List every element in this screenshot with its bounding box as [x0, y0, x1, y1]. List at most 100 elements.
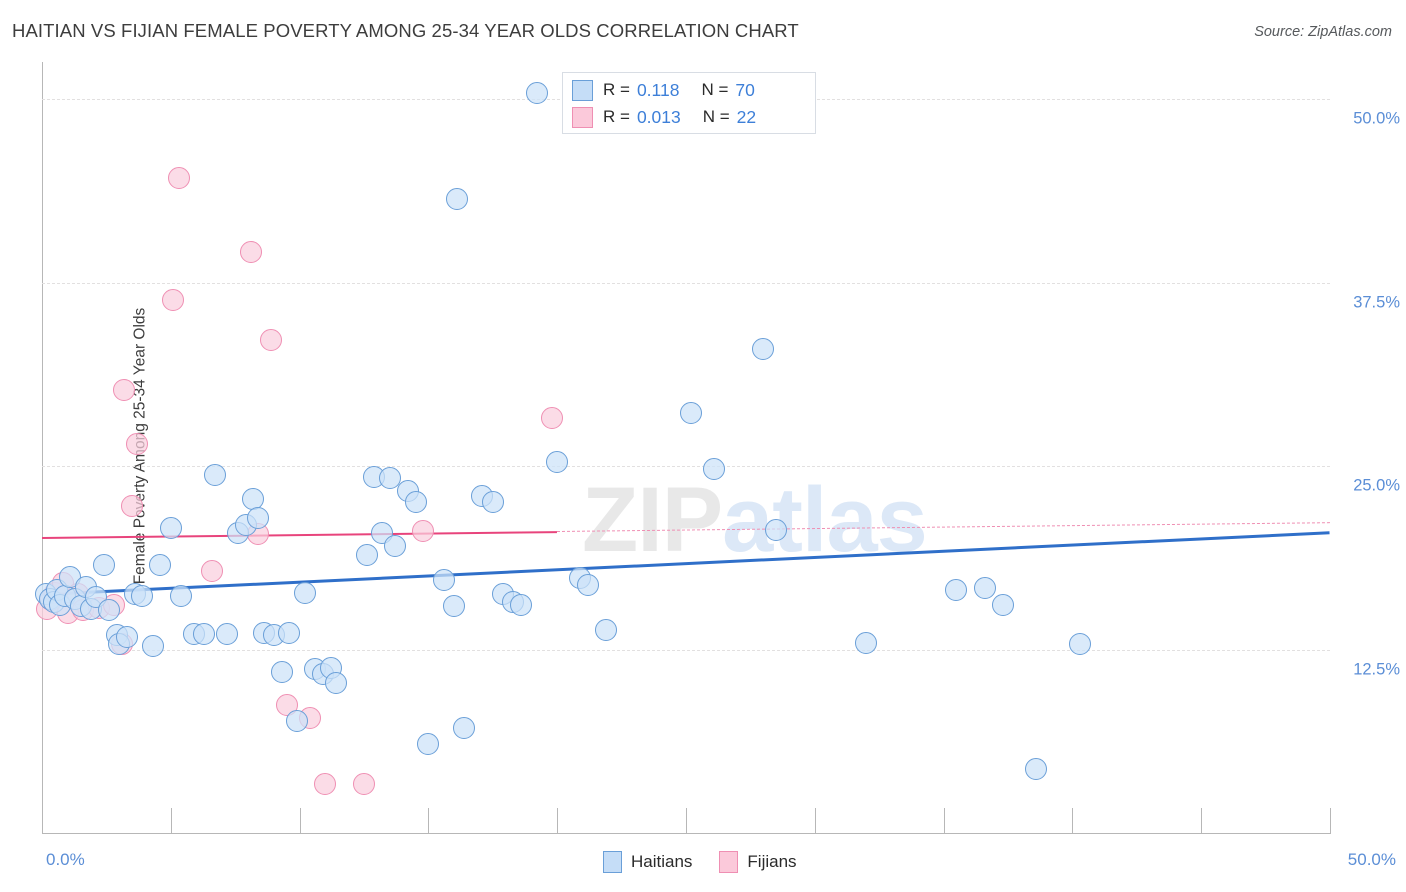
fijians-r-value: 0.013	[636, 106, 681, 127]
haitians-data-point[interactable]	[481, 490, 504, 513]
fijians-data-point[interactable]	[260, 328, 283, 351]
fijians-data-point[interactable]	[541, 406, 564, 429]
haitians-data-point[interactable]	[247, 506, 270, 529]
x-axis-tick	[170, 808, 172, 834]
fijians-data-point[interactable]	[314, 773, 337, 795]
fijians-data-point[interactable]	[126, 433, 149, 456]
fijians-data-point[interactable]	[113, 378, 136, 401]
haitians-data-point[interactable]	[510, 593, 533, 616]
source-label: Source: ZipAtlas.com	[1254, 24, 1392, 40]
haitians-data-point[interactable]	[453, 717, 476, 740]
haitians-data-point[interactable]	[404, 490, 427, 513]
haitians-data-point[interactable]	[116, 625, 138, 648]
fijians-data-point[interactable]	[201, 559, 224, 582]
haitians-color-swatch	[572, 79, 593, 101]
x-axis-tick	[428, 808, 430, 834]
fijians-data-point[interactable]	[239, 240, 262, 263]
fijians-data-point[interactable]	[167, 167, 190, 190]
haitians-data-point[interactable]	[355, 543, 378, 566]
zipatlas-watermark: ZIPatlas	[582, 468, 928, 573]
haitians-data-point[interactable]	[97, 599, 120, 622]
haitians-data-point[interactable]	[141, 634, 164, 657]
haitians-data-point[interactable]	[278, 621, 301, 644]
x-axis-tick	[299, 808, 301, 834]
bottom-legend: Haitians Fijians	[603, 851, 815, 873]
haitians-data-point[interactable]	[595, 618, 618, 641]
legend-label-fijians[interactable]: Fijians	[747, 852, 797, 871]
x-axis-tick	[1072, 808, 1074, 834]
legend-swatch-haitians[interactable]	[603, 851, 622, 873]
fijians-color-swatch	[572, 106, 593, 128]
haitians-n-value: 70	[735, 79, 755, 100]
haitians-data-point[interactable]	[1025, 758, 1048, 781]
fijians-data-point[interactable]	[353, 773, 375, 795]
haitians-data-point[interactable]	[131, 584, 154, 607]
haitians-data-point[interactable]	[324, 671, 347, 694]
y-axis-tick-label: 25.0%	[1353, 476, 1400, 495]
haitians-r-label: R =	[603, 80, 630, 99]
haitians-data-point[interactable]	[525, 81, 548, 104]
haitians-data-point[interactable]	[293, 581, 316, 604]
haitians-data-point[interactable]	[203, 464, 226, 487]
y-axis-tick-label: 12.5%	[1353, 660, 1400, 679]
x-axis-tick	[557, 808, 559, 834]
x-axis-max-label: 50.0%	[1347, 850, 1396, 869]
haitians-data-point[interactable]	[703, 458, 726, 481]
haitians-data-point[interactable]	[855, 631, 878, 654]
fijians-n-label: N =	[702, 107, 730, 126]
haitians-data-point[interactable]	[752, 337, 775, 360]
haitians-data-point[interactable]	[445, 187, 468, 210]
stats-row-haitians: R = 0.118 N = 70	[572, 77, 755, 103]
haitians-data-point[interactable]	[193, 623, 216, 645]
fijians-r-label: R =	[603, 107, 630, 126]
haitians-data-point[interactable]	[577, 574, 600, 597]
haitians-data-point[interactable]	[432, 568, 455, 591]
x-axis-tick	[686, 808, 687, 834]
x-axis-tick	[1330, 808, 1331, 834]
haitians-data-point[interactable]	[149, 553, 172, 576]
haitians-data-point[interactable]	[765, 518, 788, 541]
correlation-stats-box: R = 0.118 N = 70 R = 0.013 N = 22	[562, 72, 816, 134]
fijians-trendline-solid	[41, 531, 558, 539]
watermark-zip: ZIP	[582, 469, 723, 571]
haitians-data-point[interactable]	[216, 623, 239, 645]
plot-area: ZIPatlas	[34, 62, 1331, 834]
haitians-data-point[interactable]	[286, 709, 309, 732]
x-axis-tick	[814, 808, 816, 834]
legend-swatch-fijians[interactable]	[719, 851, 739, 873]
fijians-data-point[interactable]	[412, 520, 435, 543]
fijians-data-point[interactable]	[162, 289, 185, 312]
y-axis-line	[42, 62, 43, 834]
legend-label-haitians[interactable]: Haitians	[631, 852, 693, 871]
y-axis-tick-label: 37.5%	[1353, 293, 1400, 312]
haitians-data-point[interactable]	[680, 402, 703, 425]
haitians-data-point[interactable]	[170, 584, 193, 607]
fijians-trendline-dashed	[557, 522, 1330, 533]
x-axis-min-label: 0.0%	[46, 850, 85, 869]
haitians-n-label: N =	[701, 80, 729, 99]
x-axis-tick	[943, 808, 945, 834]
haitians-r-value: 0.118	[636, 79, 680, 100]
fijians-n-value: 22	[736, 106, 757, 127]
y-axis-tick-label: 50.0%	[1353, 109, 1400, 128]
haitians-data-point[interactable]	[417, 733, 440, 756]
x-axis-tick	[1201, 808, 1203, 834]
haitians-data-point[interactable]	[92, 553, 115, 576]
page-title: HAITIAN VS FIJIAN FEMALE POVERTY AMONG 2…	[12, 20, 799, 41]
haitians-data-point[interactable]	[378, 467, 401, 490]
haitians-data-point[interactable]	[991, 593, 1014, 616]
haitians-data-point[interactable]	[383, 534, 406, 557]
haitians-data-point[interactable]	[1069, 633, 1092, 656]
haitians-data-point[interactable]	[945, 578, 968, 601]
gridline-y	[42, 282, 1330, 284]
fijians-data-point[interactable]	[121, 495, 144, 518]
haitians-data-point[interactable]	[546, 450, 569, 473]
gridline-y	[42, 650, 1330, 652]
haitians-data-point[interactable]	[973, 577, 996, 600]
haitians-data-point[interactable]	[270, 661, 293, 684]
x-axis-tick	[42, 808, 43, 834]
stats-row-fijians: R = 0.013 N = 22	[572, 104, 756, 130]
haitians-data-point[interactable]	[159, 517, 182, 540]
haitians-data-point[interactable]	[443, 595, 466, 618]
